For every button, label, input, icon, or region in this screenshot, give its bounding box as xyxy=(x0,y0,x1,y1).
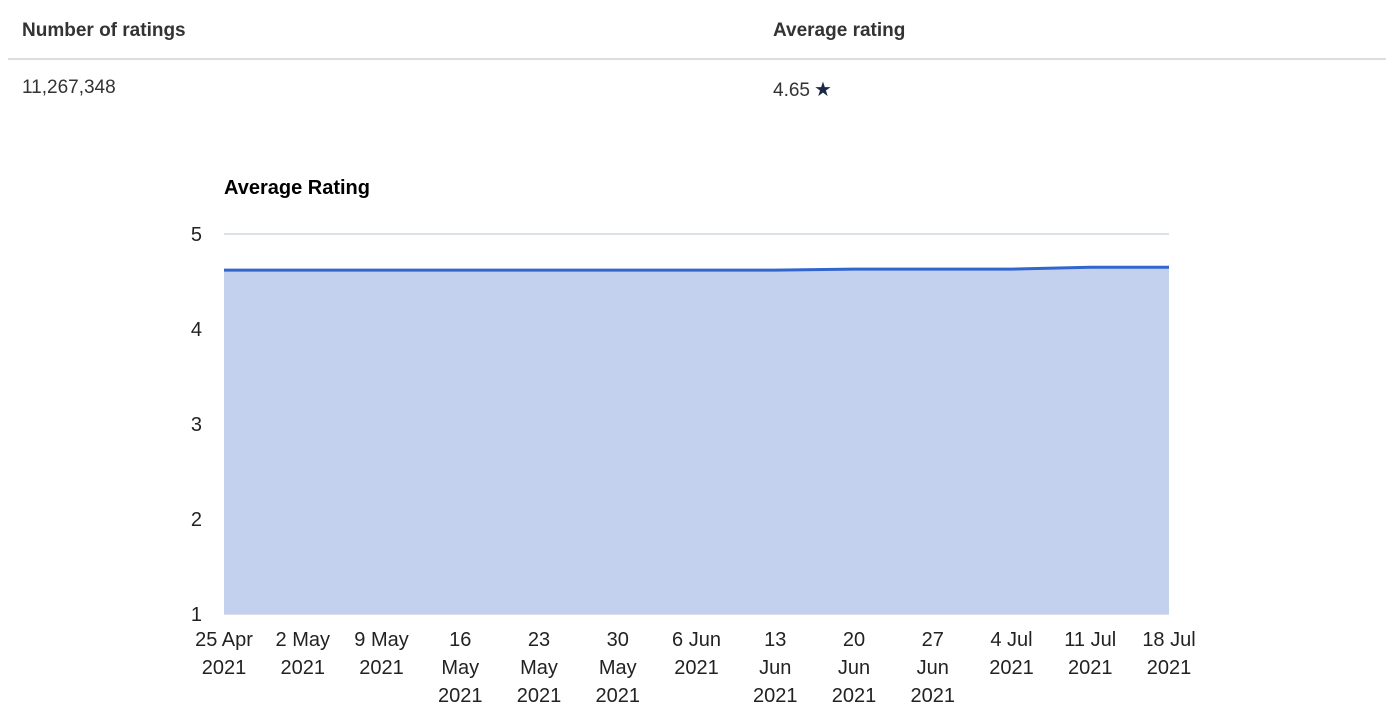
x-tick-label: 25 Apr 2021 xyxy=(195,629,253,679)
ratings-summary-header: Number of ratings Average rating xyxy=(8,0,1386,60)
y-tick-label: 4 xyxy=(191,319,202,341)
x-tick-label: 4 Jul 2021 xyxy=(989,629,1034,679)
average-rating-label: Average rating xyxy=(773,20,906,41)
ratings-summary-table: Number of ratings Average rating 11,267,… xyxy=(8,0,1386,116)
x-axis-tick-labels: 25 Apr 2021 2 May 2021 9 May 2021 16 May 2021 23 M… xyxy=(195,629,1196,707)
x-tick-label: 16 May 2021 xyxy=(438,629,483,707)
y-tick-label: 3 xyxy=(191,414,202,436)
x-tick-label: 6 Jun 2021 xyxy=(672,629,721,679)
y-axis-tick-labels: 1 2 3 4 5 xyxy=(191,224,202,626)
ratings-summary-row xyxy=(8,60,1386,116)
star-icon: ★ xyxy=(813,79,832,101)
y-tick-label: 5 xyxy=(191,224,202,246)
series-line-layer xyxy=(224,265,1169,272)
number-of-ratings-value: 11,267,348 xyxy=(22,77,116,98)
average-rating-value: 4.65 xyxy=(773,80,810,101)
x-tick-label: 30 May 2021 xyxy=(596,629,641,707)
y-tick-label: 2 xyxy=(191,509,202,531)
x-tick-label: 20 Jun 2021 xyxy=(832,629,877,707)
series-line xyxy=(224,265,1169,272)
y-tick-label: 1 xyxy=(191,604,202,626)
x-tick-label: 9 May 2021 xyxy=(354,629,408,679)
area-fill-layer xyxy=(224,267,1169,614)
chart-title: Average Rating xyxy=(224,177,370,199)
x-tick-label: 11 Jul 2021 xyxy=(1064,629,1116,679)
x-tick-label: 18 Jul 2021 xyxy=(1142,629,1195,679)
number-of-ratings-label: Number of ratings xyxy=(22,20,186,41)
average-rating-chart: Average Rating 1 2 3 4 5 25 Apr 2021 2 May 2021… xyxy=(191,177,1196,707)
average-rating-value-group: 4.65 ★ xyxy=(773,77,832,102)
x-tick-label: 13 Jun 2021 xyxy=(753,629,798,707)
area-fill xyxy=(224,267,1169,614)
x-tick-label: 23 May 2021 xyxy=(517,629,562,707)
x-tick-label: 27 Jun 2021 xyxy=(911,629,956,707)
x-tick-label: 2 May 2021 xyxy=(276,629,330,679)
